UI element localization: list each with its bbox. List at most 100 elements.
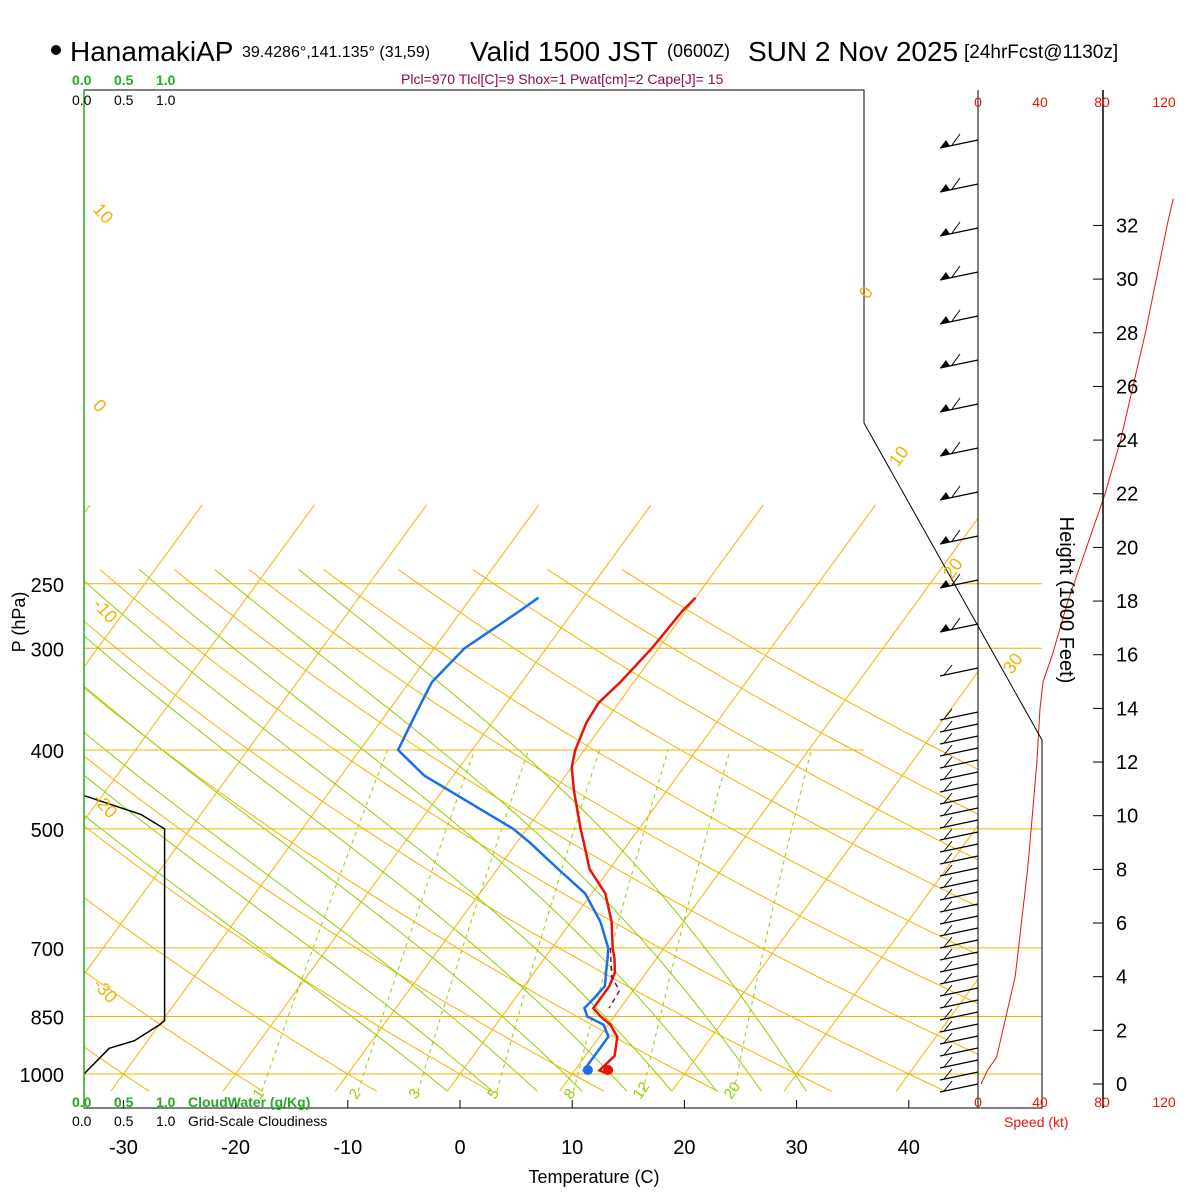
stability-indices: Plcl=970 Tlcl[C]=9 Shox=1 Pwat[cm]=2 Cap… (401, 71, 724, 87)
wind-barb-feather (943, 720, 953, 732)
isotherm-line (84, 504, 315, 822)
wind-barb-icon (939, 948, 979, 961)
moist-adiabat-line (298, 569, 807, 1092)
wind-barb-icon (939, 780, 979, 793)
height-tick-label: 4 (1116, 967, 1127, 989)
wind-speed-label: Speed (kt) (1004, 1114, 1069, 1130)
wind-barb-shaft (939, 939, 979, 949)
mixing-ratio-label: 20 (721, 1079, 744, 1102)
wind-barb-shaft (939, 843, 979, 853)
wind-barb-icon (939, 177, 979, 193)
wind-speed-line (980, 198, 1174, 1085)
isotherm-line (447, 504, 876, 1092)
wind-barb-icon (939, 309, 979, 325)
cloudwater-tick-2: 1.0 (156, 1094, 176, 1110)
height-tick-label: 32 (1116, 215, 1138, 237)
moist-adiabat-line (84, 685, 583, 1092)
wind-barb-feather (951, 353, 961, 366)
isotherm-label: 10 (885, 442, 913, 470)
cloud-legend-top: 0.0 0.5 1.0 0.0 0.5 1.0 (72, 72, 176, 108)
moist-adiabat-line (84, 774, 493, 1092)
dry-adiabat-line (84, 687, 719, 1092)
wind-barb-shaft (939, 891, 979, 901)
dry-adiabat-line (472, 568, 978, 861)
wind-barb-shaft (939, 819, 979, 829)
height-tick-label: 10 (1116, 806, 1138, 828)
height-tick-label: 6 (1116, 913, 1127, 935)
wind-barb-shaft (939, 723, 979, 733)
wind-speed-tick-bottom: 80 (1094, 1094, 1110, 1110)
isotherm-line (84, 504, 203, 668)
wind-barb-icon (939, 1068, 979, 1081)
isotherm-label: 20 (939, 554, 967, 582)
wind-barb-feather (943, 936, 953, 948)
temperature-line (570, 596, 697, 1076)
wind-barb-feather (943, 852, 953, 864)
dry-adiabat-line (173, 569, 978, 1055)
station-coords: 39.4286°,141.135° (31,59) (242, 44, 430, 61)
wind-barb-icon (939, 397, 979, 413)
wind-barb-shaft (939, 747, 979, 757)
height-tick-label: 30 (1116, 269, 1138, 291)
wind-barb-icon (939, 936, 979, 949)
wind-barb-shaft (939, 1035, 979, 1045)
mixing-ratio-label: 8 (561, 1086, 580, 1103)
wind-barb-icon (939, 573, 979, 589)
height-tick-label: 16 (1116, 645, 1138, 667)
wind-barb-icon (939, 984, 979, 997)
height-tick-label: 0 (1116, 1074, 1127, 1096)
wind-barb-feather (943, 960, 953, 972)
wind-speed-tick-bottom: 0 (974, 1094, 982, 1110)
wind-barb-icon (939, 828, 979, 841)
valid-time: Valid 1500 JST (470, 36, 658, 67)
sounding-profiles (83, 133, 1174, 1093)
wind-barb-icon (939, 265, 979, 281)
wind-barb-shaft (939, 867, 979, 877)
wind-barb-shaft (939, 1023, 979, 1033)
station-name: HanamakiAP (70, 36, 233, 67)
wind-barb-icon (939, 1032, 979, 1045)
surface-temperature-point (603, 1065, 614, 1075)
wind-barb-icon (939, 1056, 979, 1069)
dry-adiabat-line (84, 896, 377, 1092)
temp-tick-label: -10 (333, 1137, 362, 1159)
grid-clip-group (84, 504, 978, 1092)
isotherm-line (110, 504, 540, 1092)
pressure-tick-250: 250 (31, 575, 64, 597)
cloudwater-tick-0: 0.0 (72, 1094, 92, 1110)
wind-barb-feather (943, 768, 953, 780)
mixing-ratio-line (573, 749, 669, 1092)
wind-barb-shaft (939, 759, 979, 769)
moist-adiabat-line (138, 569, 718, 1092)
wind-barb-icon (939, 816, 979, 829)
wind-barb-icon (939, 617, 979, 633)
wind-barb-feather (951, 397, 961, 410)
height-tick-label: 14 (1116, 698, 1138, 720)
temp-tick-label: 10 (561, 1137, 583, 1159)
wind-barb-shaft (939, 963, 979, 973)
moist-adiabat-line (84, 635, 628, 1092)
height-tick-label: 12 (1116, 752, 1138, 774)
moist-adiabat-line (214, 569, 763, 1092)
wind-barb-feather (943, 1080, 953, 1092)
wind-barb-shaft (939, 987, 979, 997)
wind-barb-shaft (939, 667, 979, 677)
wind-speed-tick-top: 120 (1152, 94, 1176, 110)
valid-date: SUN 2 Nov 2025 (748, 36, 958, 67)
wind-barb-icon (939, 732, 979, 745)
wind-barb-pennant (940, 580, 950, 588)
wind-barb-shaft (939, 711, 979, 721)
isotherm-line (783, 824, 978, 1092)
isotherm-label: -30 (89, 974, 121, 1007)
dry-adiabat-line (84, 825, 491, 1092)
isotherm-line (84, 504, 428, 976)
wind-barb-icon (939, 876, 979, 889)
wind-barb-shaft (939, 1083, 979, 1093)
x-axis-title: Temperature (C) (528, 1167, 659, 1187)
mixing-ratio-line (417, 749, 529, 1092)
wind-barb-feather (951, 177, 961, 190)
isotherm-label: 10 (89, 199, 117, 227)
wind-barb-pennant (940, 184, 950, 192)
wind-barb-pennant (940, 228, 950, 236)
wind-barb-shaft (939, 771, 979, 781)
